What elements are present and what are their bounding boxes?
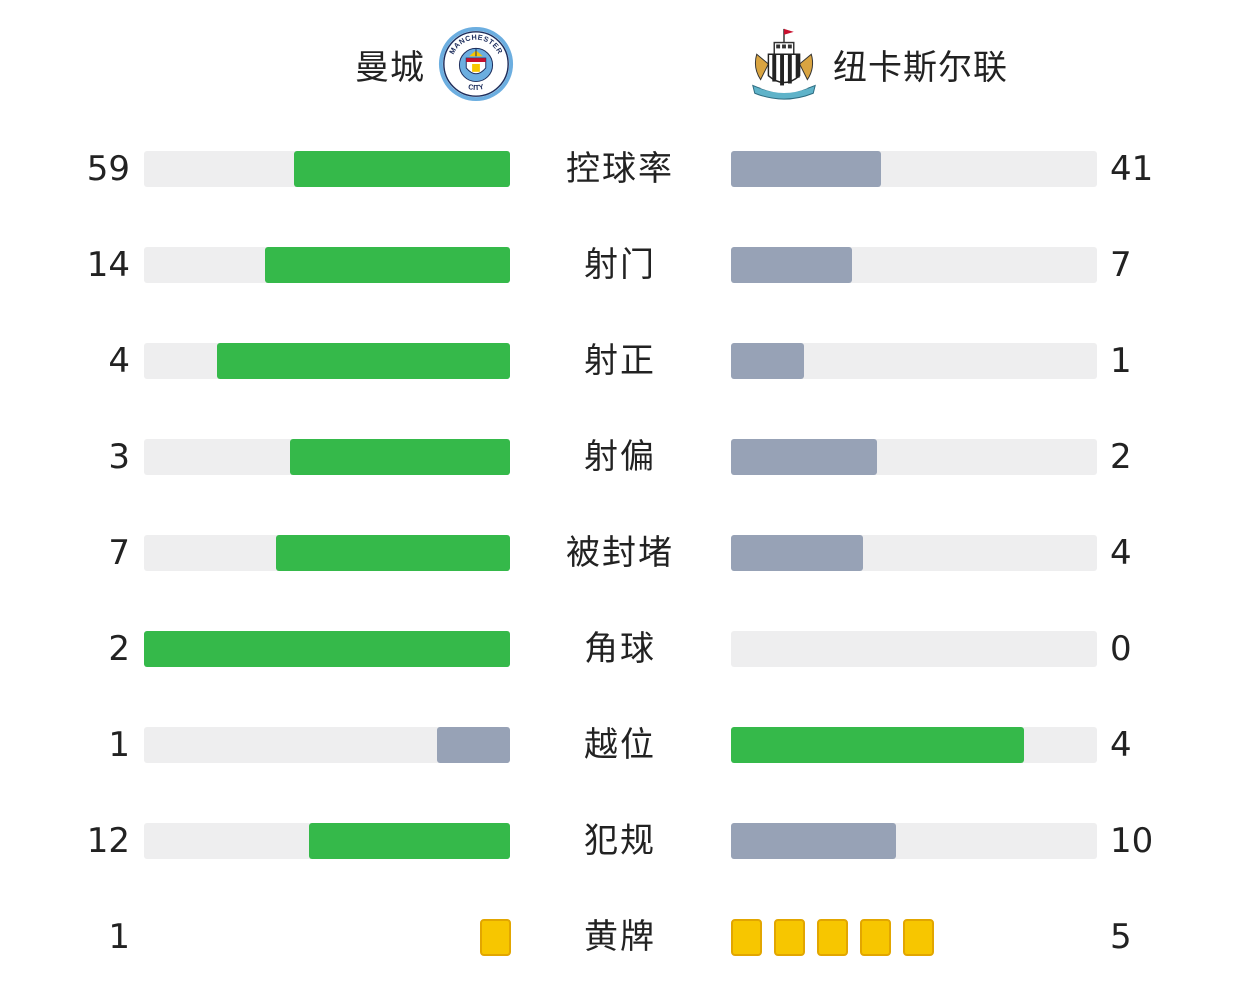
stat-label: 犯规 (584, 821, 656, 861)
away-stat-value: 4 (1110, 725, 1132, 765)
home-stat-bar-track (144, 535, 510, 571)
stat-row: 4 射正 1 (0, 313, 1240, 409)
newcastle-united-crest-icon (752, 28, 816, 100)
home-stat-bar (290, 439, 510, 475)
home-stat-bar (144, 631, 510, 667)
home-stat-bar (275, 535, 510, 571)
home-team: 曼城 MANCHESTER CITY (355, 24, 515, 104)
stat-row: 3 射偏 2 (0, 409, 1240, 505)
home-stat-bar (436, 727, 510, 763)
away-stat-bar-track (731, 631, 1097, 667)
away-stat-bar (731, 823, 896, 859)
home-stat-value: 3 (108, 437, 130, 477)
yellow-card-icon (480, 919, 511, 956)
away-stat-value: 0 (1110, 629, 1132, 669)
stat-row: 2 角球 0 (0, 601, 1240, 697)
stat-label: 角球 (584, 629, 656, 669)
stat-label: 控球率 (566, 149, 674, 189)
stat-row: 1 越位 4 (0, 697, 1240, 793)
stat-label: 射正 (584, 341, 656, 381)
home-stat-bar-track (144, 439, 510, 475)
away-stat-value: 41 (1110, 149, 1154, 189)
yellow-card-icon (731, 919, 762, 956)
stat-row: 12 犯规 10 (0, 793, 1240, 889)
yellow-card-icon (817, 919, 848, 956)
home-stat-bar-track (144, 631, 510, 667)
home-stat-bar-track (144, 727, 510, 763)
away-stat-bar-track (731, 535, 1097, 571)
stat-row: 14 射门 7 (0, 217, 1240, 313)
home-stat-value: 7 (108, 533, 130, 573)
home-stat-value: 14 (86, 245, 130, 285)
away-yellow-cards (731, 919, 934, 956)
stat-label: 射偏 (584, 437, 656, 477)
home-team-name: 曼城 (355, 47, 425, 88)
away-stat-bar (731, 151, 882, 187)
home-stat-value: 4 (108, 341, 130, 381)
away-stat-bar-track (731, 343, 1097, 379)
manchester-city-crest-icon: MANCHESTER CITY (438, 26, 514, 102)
home-stat-value: 1 (108, 725, 130, 765)
away-stat-bar-track (731, 247, 1097, 283)
home-stat-value: 59 (86, 149, 130, 189)
stat-row: 7 被封堵 4 (0, 505, 1240, 601)
away-stat-bar (731, 343, 805, 379)
stat-label: 被封堵 (566, 533, 674, 573)
svg-text:CITY: CITY (467, 82, 485, 92)
yellow-cards-row: 1 黄牌 5 (0, 889, 1240, 985)
stat-row: 59 控球率 41 (0, 121, 1240, 217)
away-team-name: 纽卡斯尔联 (833, 47, 1008, 88)
home-stat-bar-track (144, 247, 510, 283)
yellow-card-icon (903, 919, 934, 956)
away-stat-bar (731, 535, 863, 571)
away-stat-value: 2 (1110, 437, 1132, 477)
home-stat-bar (308, 823, 510, 859)
stat-label: 越位 (584, 725, 656, 765)
away-stat-value: 10 (1110, 821, 1154, 861)
home-stat-bar (264, 247, 510, 283)
away-yellow-cards-value: 5 (1110, 917, 1132, 957)
home-stat-bar-track (144, 343, 510, 379)
away-team: 纽卡斯尔联 (745, 24, 1008, 104)
away-stat-bar-track (731, 727, 1097, 763)
home-stat-bar-track (144, 823, 510, 859)
stats-list: 59 控球率 41 14 射门 7 4 射正 1 3 射偏 2 7 被封堵 4 2 角球 0 1 越位 4 12 犯规 10 1… (0, 121, 1240, 985)
away-stat-bar-track (731, 151, 1097, 187)
home-stat-value: 12 (86, 821, 130, 861)
away-stat-value: 7 (1110, 245, 1132, 285)
yellow-card-icon (774, 919, 805, 956)
stat-label: 黄牌 (584, 917, 656, 957)
yellow-card-icon (860, 919, 891, 956)
home-stat-bar-track (144, 151, 510, 187)
away-stat-bar (731, 727, 1024, 763)
away-stat-bar (731, 247, 852, 283)
away-stat-bar-track (731, 823, 1097, 859)
away-stat-bar-track (731, 439, 1097, 475)
home-stat-value: 2 (108, 629, 130, 669)
away-stat-value: 4 (1110, 533, 1132, 573)
home-yellow-cards (480, 919, 511, 956)
match-header: 曼城 MANCHESTER CITY (0, 24, 1240, 104)
home-stat-bar (294, 151, 510, 187)
home-stat-bar (217, 343, 510, 379)
away-stat-value: 1 (1110, 341, 1132, 381)
stat-label: 射门 (584, 245, 656, 285)
away-stat-bar (731, 439, 878, 475)
home-yellow-cards-value: 1 (108, 917, 130, 957)
